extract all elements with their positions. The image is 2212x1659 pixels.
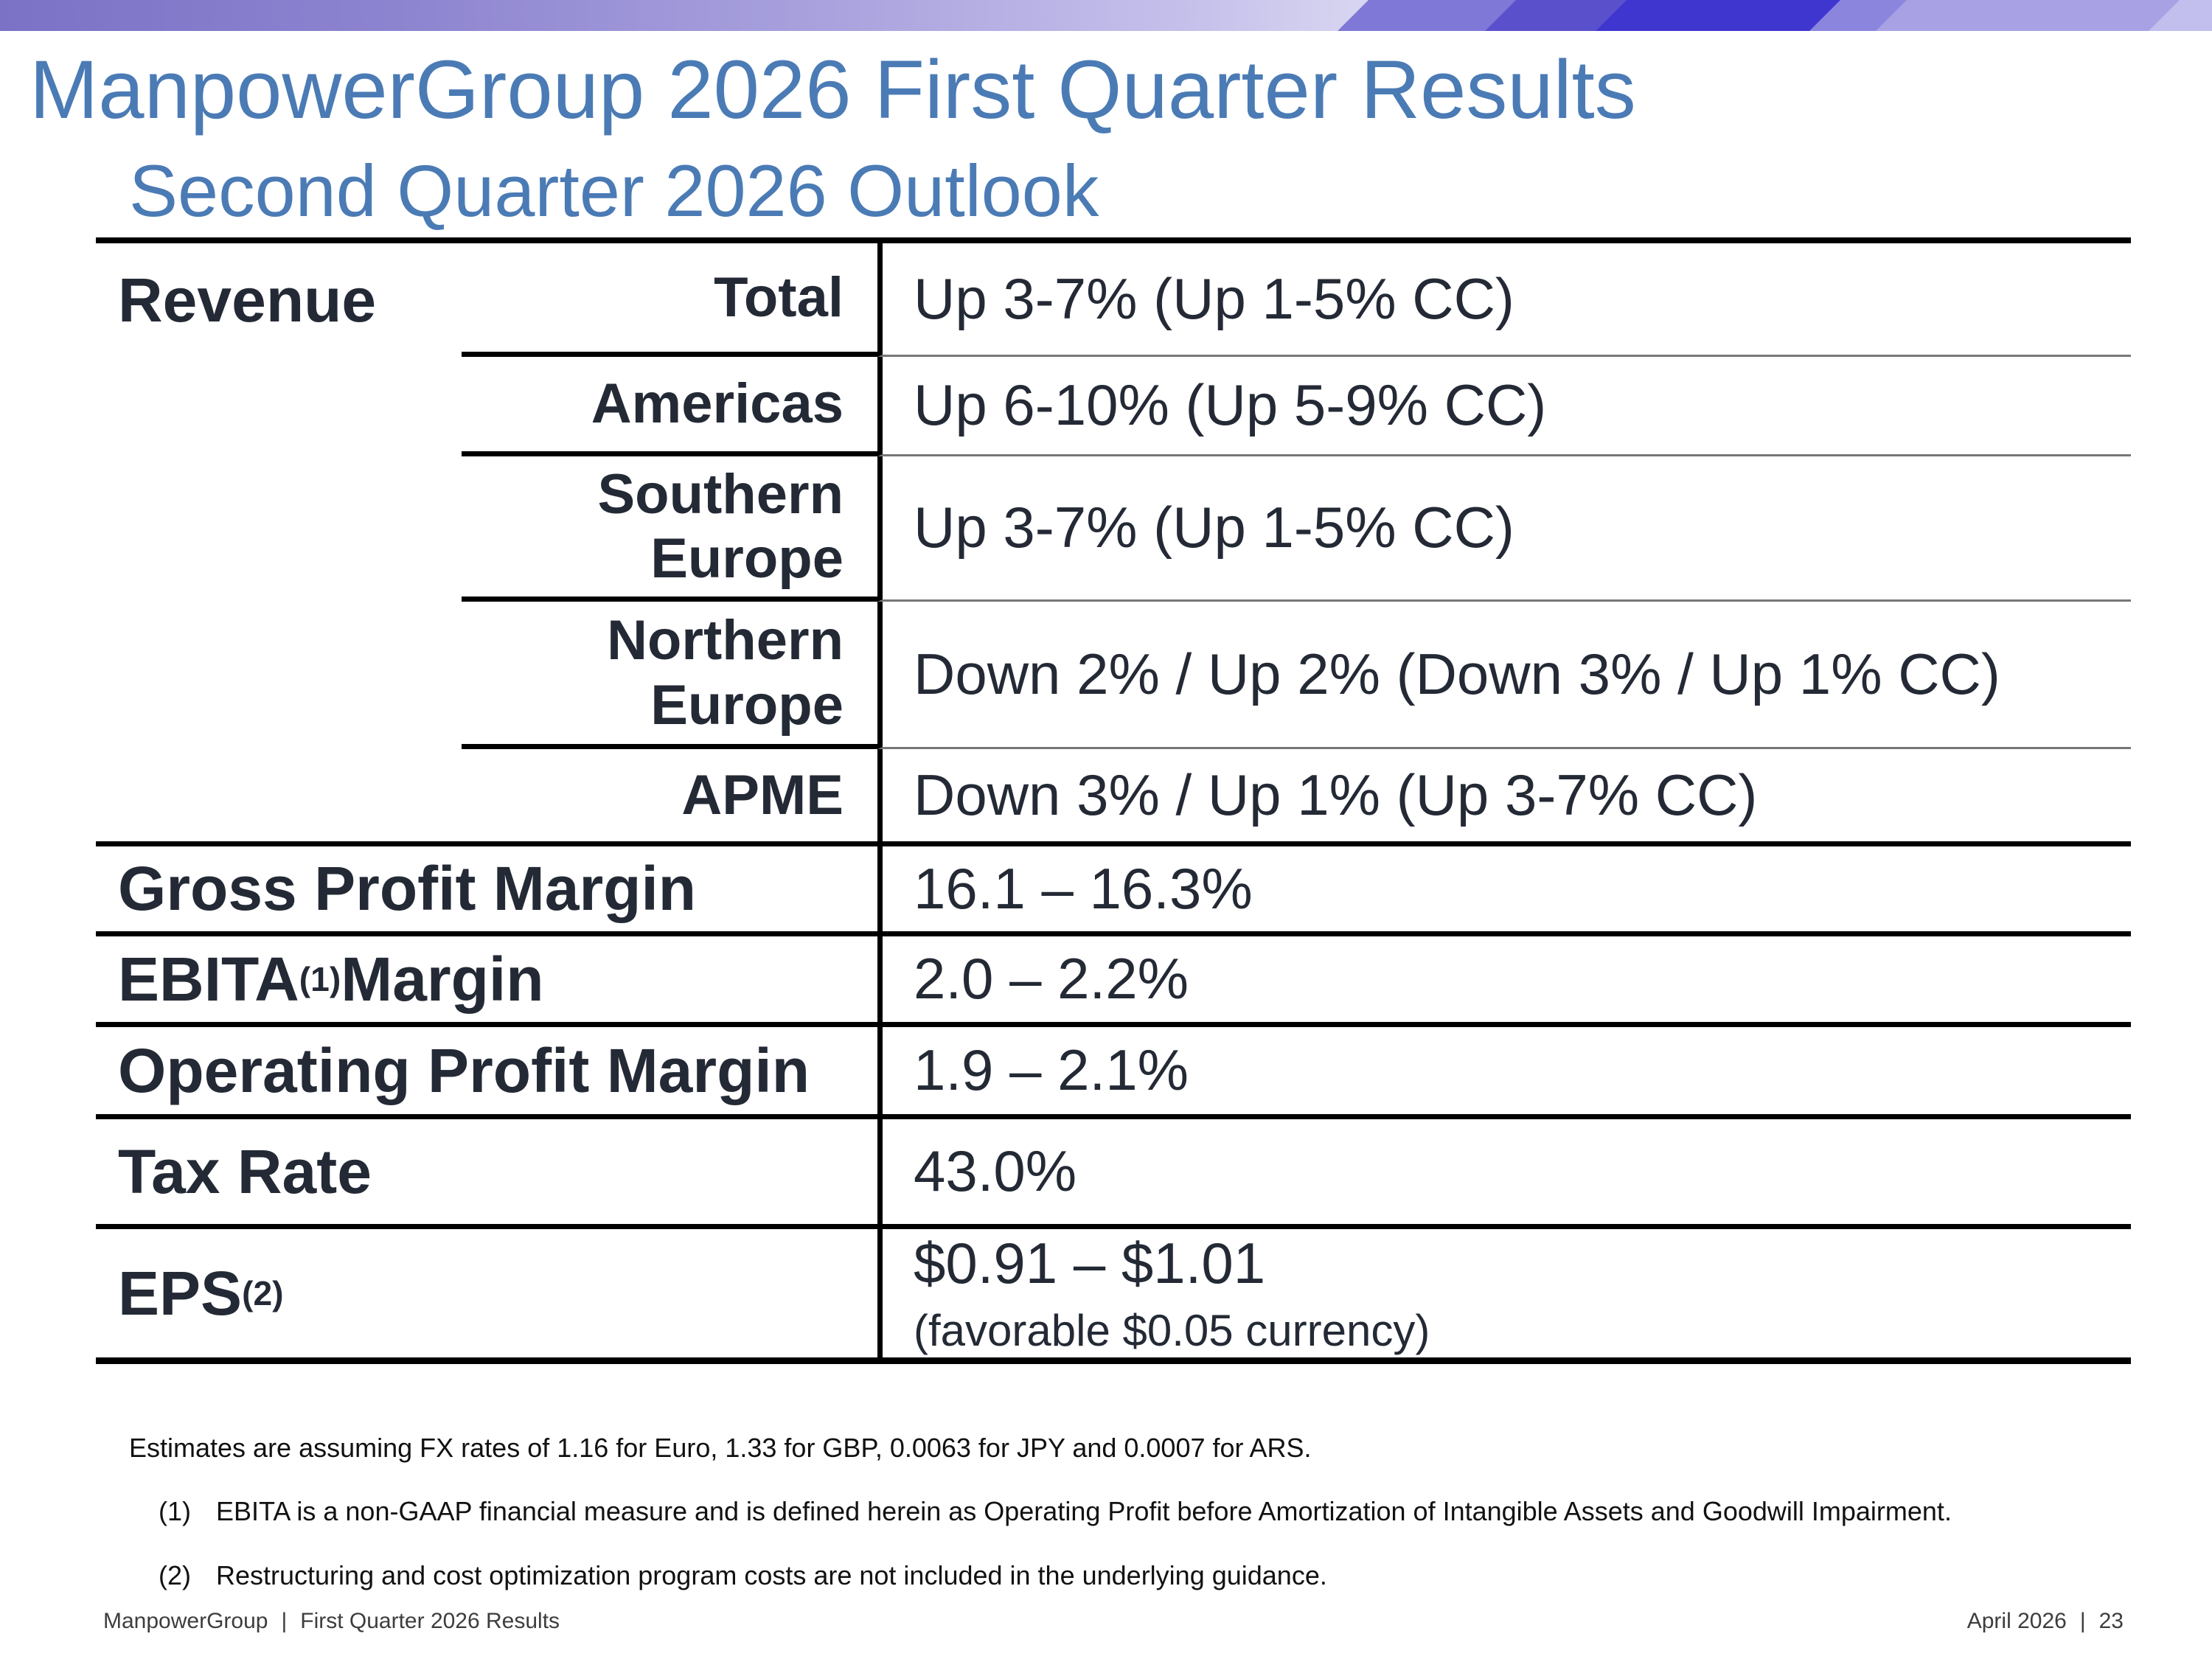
empty-cell <box>96 749 462 846</box>
region-label-total: Total <box>462 243 877 357</box>
region-label-text: Total <box>714 265 844 329</box>
value-apme: Down 3% / Up 1% (Up 3-7% CC) <box>877 749 2131 846</box>
empty-cell <box>96 456 462 602</box>
footer-separator: | <box>2079 1609 2086 1633</box>
region-label-text: Americas <box>591 372 844 436</box>
metric-label-text: Gross Profit Margin <box>118 854 697 923</box>
footnote-1-number: (1) <box>159 1496 191 1527</box>
region-label-northern-europe: Northern Europe <box>462 602 877 749</box>
value-text: 2.0 – 2.2% <box>914 946 1189 1012</box>
footer-brand: ManpowerGroup <box>103 1609 268 1633</box>
metric-label-ebita-margin: EBITA (1) Margin <box>96 936 877 1027</box>
empty-cell <box>96 602 462 749</box>
value-text: Down 2% / Up 2% (Down 3% / Up 1% CC) <box>914 641 2000 706</box>
value-gross-profit-margin: 16.1 – 16.3% <box>877 846 2131 936</box>
metric-label-text: Operating Profit Margin <box>118 1035 810 1105</box>
footer-presentation-name: First Quarter 2026 Results <box>300 1609 560 1633</box>
revenue-label: Revenue <box>118 265 377 335</box>
revenue-label-cell: Revenue <box>96 243 462 357</box>
value-total: Up 3-7% (Up 1-5% CC) <box>877 243 2131 357</box>
value-text: 1.9 – 2.1% <box>914 1037 1189 1103</box>
footer-date: April 2026 <box>1966 1609 2067 1633</box>
value-text: 43.0% <box>914 1138 1077 1204</box>
region-label-southern-europe: Southern Europe <box>462 456 877 602</box>
metric-label-text: EBITA <box>118 944 299 1014</box>
outlook-table: Revenue Total Up 3-7% (Up 1-5% CC) Ameri… <box>96 237 2131 1364</box>
metric-label-text: Tax Rate <box>118 1136 372 1206</box>
value-southern-europe: Up 3-7% (Up 1-5% CC) <box>877 456 2131 602</box>
region-label-apme: APME <box>462 749 877 846</box>
footnote-1-text: EBITA is a non-GAAP financial measure an… <box>216 1496 1952 1527</box>
metric-label-operating-profit-margin: Operating Profit Margin <box>96 1027 877 1119</box>
value-text: Up 3-7% (Up 1-5% CC) <box>914 265 1514 331</box>
footnote-1: (1) EBITA is a non-GAAP financial measur… <box>159 1495 2135 1528</box>
region-label-text: Northern Europe <box>607 609 844 737</box>
value-tax-rate: 43.0% <box>877 1119 2131 1229</box>
value-text: $0.91 – $1.01 <box>914 1231 1266 1296</box>
metric-label-gross-profit-margin: Gross Profit Margin <box>96 846 877 936</box>
region-label-americas: Americas <box>462 357 877 456</box>
footnotes-block: Estimates are assuming FX rates of 1.16 … <box>129 1432 2135 1592</box>
value-northern-europe: Down 2% / Up 2% (Down 3% / Up 1% CC) <box>877 602 2131 749</box>
metric-label-tax-rate: Tax Rate <box>96 1119 877 1229</box>
value-text: 16.1 – 16.3% <box>914 855 1253 921</box>
fx-assumptions-note: Estimates are assuming FX rates of 1.16 … <box>129 1433 1312 1463</box>
value-note: (favorable $0.05 currency) <box>914 1305 1430 1355</box>
value-text: Down 3% / Up 1% (Up 3-7% CC) <box>914 762 1758 827</box>
footnote-2: (2) Restructuring and cost optimization … <box>159 1559 2135 1592</box>
footer-left: ManpowerGroup | First Quarter 2026 Results <box>103 1609 560 1634</box>
value-operating-profit-margin: 1.9 – 2.1% <box>877 1027 2131 1119</box>
banner-decoration <box>0 0 2212 31</box>
value-americas: Up 6-10% (Up 5-9% CC) <box>877 357 2131 456</box>
metric-label-text: EPS <box>118 1258 243 1328</box>
footnote-2-number: (2) <box>159 1560 191 1591</box>
region-label-text: APME <box>681 763 844 827</box>
footnote-2-text: Restructuring and cost optimization prog… <box>216 1560 1327 1591</box>
value-text: Up 6-10% (Up 5-9% CC) <box>914 372 1547 438</box>
value-eps: $0.91 – $1.01 (favorable $0.05 currency) <box>877 1229 2131 1357</box>
empty-cell <box>96 357 462 456</box>
footer-separator: | <box>281 1609 288 1633</box>
page-title: Second Quarter 2026 Outlook <box>129 150 1099 232</box>
metric-label-eps: EPS (2) <box>118 1258 284 1328</box>
banner-band <box>1861 0 2202 31</box>
value-ebita-margin: 2.0 – 2.2% <box>877 936 2131 1027</box>
value-text: Up 3-7% (Up 1-5% CC) <box>914 495 1514 560</box>
region-label-text: Southern Europe <box>597 462 844 590</box>
metric-label-suffix: Margin <box>341 944 544 1014</box>
footer-right: April 2026 | 23 <box>1967 1609 2124 1634</box>
slide-title: ManpowerGroup 2026 First Quarter Results <box>29 44 1636 136</box>
footer-page-number: 23 <box>2098 1609 2124 1633</box>
